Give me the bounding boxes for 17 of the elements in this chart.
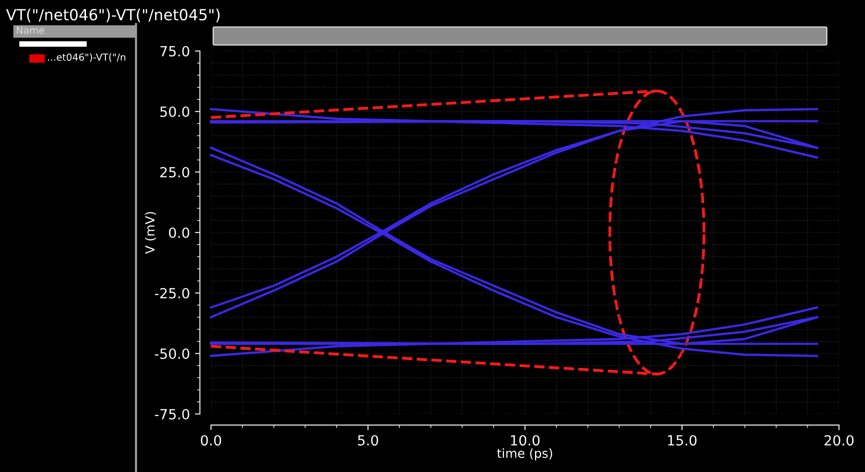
y-tick-label: 25.0 — [160, 166, 190, 178]
chart-title: VT("/net046")-VT("/net045") — [6, 8, 220, 22]
text: Name — [16, 26, 44, 34]
y-tick-label: -75.0 — [154, 408, 190, 420]
x-tick-label: 20.0 — [824, 435, 854, 446]
y-tick-label: -50.0 — [154, 348, 190, 359]
x-tick-label: 0.0 — [200, 435, 222, 446]
x-tick-label: 5.0 — [358, 435, 378, 446]
y-tick-label: 0.0 — [168, 227, 190, 238]
y-tick-label: -25.0 — [154, 288, 190, 298]
y-tick-label: 50.0 — [160, 106, 190, 117]
y-tick-label: 75.0 — [160, 46, 190, 56]
x-tick-label: 15.0 — [668, 435, 697, 446]
x-tick-label: 10.0 — [511, 435, 540, 446]
y-axis-title: V (mV) — [144, 212, 156, 254]
text: ...et046")-VT("/n — [48, 53, 126, 62]
x-axis-title: time (ps) — [497, 448, 552, 460]
